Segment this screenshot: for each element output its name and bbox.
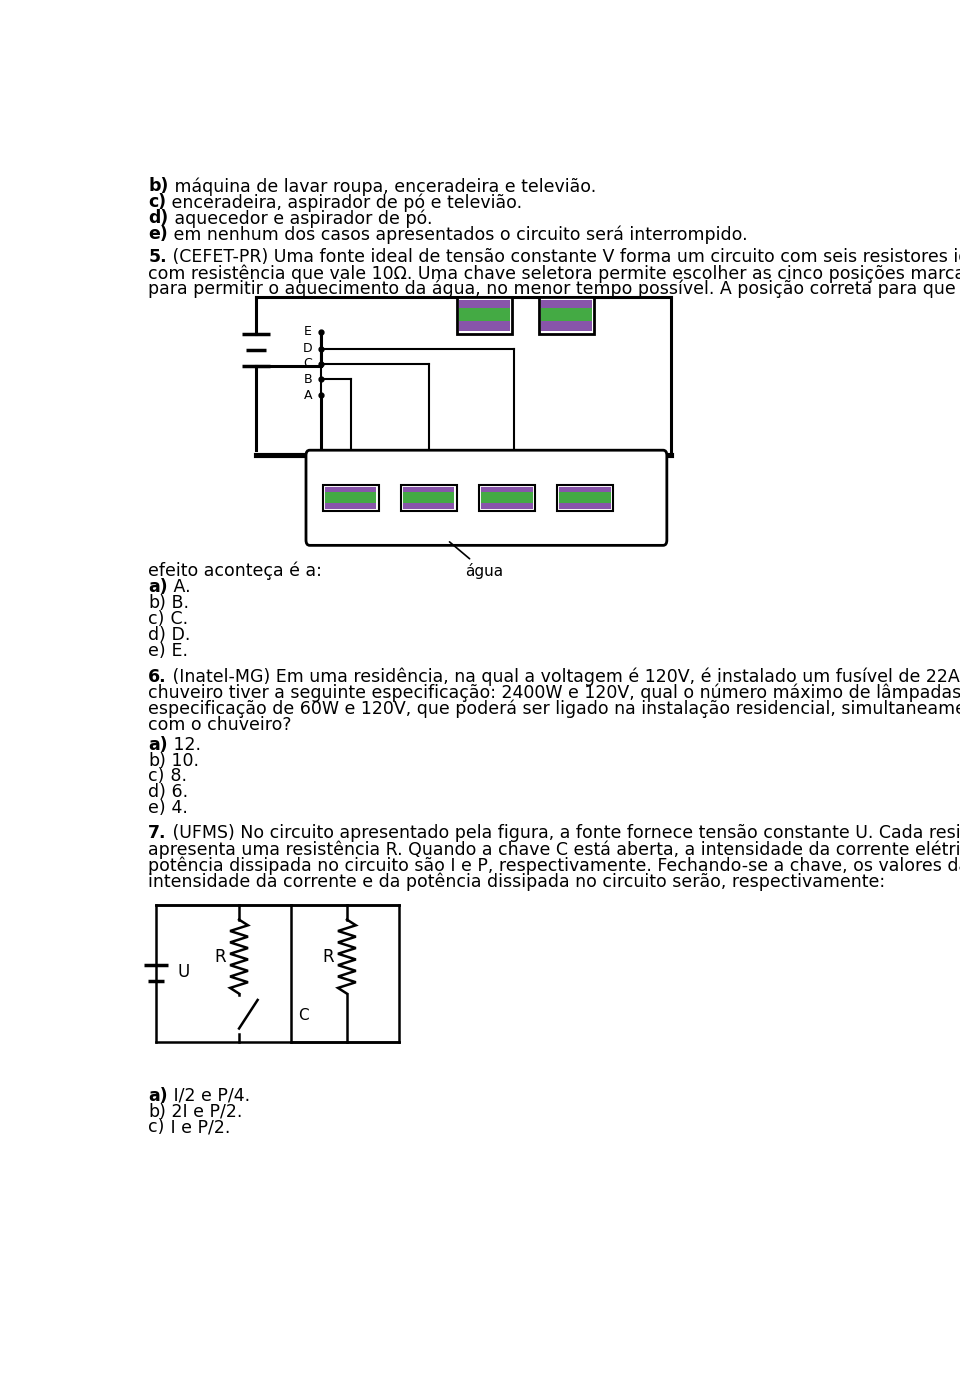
Text: D.: D. xyxy=(166,626,190,644)
Bar xyxy=(540,301,592,331)
Text: a): a) xyxy=(148,736,168,754)
Text: a): a) xyxy=(148,1086,168,1105)
Text: com resistência que vale 10Ω. Uma chave seletora permite escolher as cinco posiç: com resistência que vale 10Ω. Uma chave … xyxy=(148,264,960,283)
Text: B: B xyxy=(303,373,312,386)
Text: d): d) xyxy=(148,626,166,644)
Text: e): e) xyxy=(148,799,166,817)
Text: 7.: 7. xyxy=(148,824,167,843)
Text: R: R xyxy=(322,947,333,965)
Bar xyxy=(403,493,454,503)
Text: para permitir o aquecimento da água, no menor tempo possível. A posição correta : para permitir o aquecimento da água, no … xyxy=(148,280,960,298)
Text: potência dissipada no circuito são I e P, respectivamente. Fechando-se a chave, : potência dissipada no circuito são I e P… xyxy=(148,857,960,875)
Text: 4.: 4. xyxy=(166,799,188,817)
Text: 6.: 6. xyxy=(148,669,167,686)
Text: C: C xyxy=(299,1008,309,1023)
Text: e): e) xyxy=(148,641,166,659)
Text: c): c) xyxy=(148,194,166,211)
Bar xyxy=(459,301,510,331)
Text: a): a) xyxy=(148,578,168,596)
Bar xyxy=(323,485,378,511)
Bar xyxy=(539,297,594,334)
Text: U: U xyxy=(177,964,189,982)
Text: (Inatel-MG) Em uma residência, na qual a voltagem é 120V, é instalado um fusível: (Inatel-MG) Em uma residência, na qual a… xyxy=(167,669,960,686)
Text: C.: C. xyxy=(165,610,188,627)
Text: especificação de 60W e 120V, que poderá ser ligado na instalação residencial, si: especificação de 60W e 120V, que poderá … xyxy=(148,700,960,718)
Text: apresenta uma resistência R. Quando a chave C está aberta, a intensidade da corr: apresenta uma resistência R. Quando a ch… xyxy=(148,840,960,859)
Text: água: água xyxy=(449,542,504,579)
Text: b): b) xyxy=(148,177,169,195)
Text: E.: E. xyxy=(166,641,188,659)
FancyBboxPatch shape xyxy=(306,450,667,545)
Text: b): b) xyxy=(148,1103,166,1120)
Bar xyxy=(457,297,513,334)
Text: E: E xyxy=(304,325,312,338)
Text: D: D xyxy=(302,342,312,356)
Text: 8.: 8. xyxy=(165,768,186,785)
Bar xyxy=(401,485,457,511)
Text: b): b) xyxy=(148,751,166,769)
Text: efeito aconteça é a:: efeito aconteça é a: xyxy=(148,562,323,579)
Text: intensidade da corrente e da potência dissipada no circuito serão, respectivamen: intensidade da corrente e da potência di… xyxy=(148,872,885,891)
Text: 12.: 12. xyxy=(168,736,201,754)
Text: (UFMS) No circuito apresentado pela figura, a fonte fornece tensão constante U. : (UFMS) No circuito apresentado pela figu… xyxy=(167,824,960,843)
Bar xyxy=(557,485,612,511)
Bar xyxy=(459,308,510,321)
Text: b): b) xyxy=(148,595,166,612)
Text: c): c) xyxy=(148,1119,165,1137)
Text: e): e) xyxy=(148,225,168,243)
Text: I/2 e P/4.: I/2 e P/4. xyxy=(168,1086,250,1105)
Text: 10.: 10. xyxy=(166,751,199,769)
Bar xyxy=(540,308,592,321)
Bar xyxy=(481,486,533,509)
Text: aquecedor e aspirador de pó.: aquecedor e aspirador de pó. xyxy=(169,209,432,228)
Text: máquina de lavar roupa, enceradeira e televião.: máquina de lavar roupa, enceradeira e te… xyxy=(169,177,596,196)
Text: enceradeira, aspirador de pó e televião.: enceradeira, aspirador de pó e televião. xyxy=(166,194,522,211)
Text: I e P/2.: I e P/2. xyxy=(165,1119,230,1137)
Bar xyxy=(481,493,533,503)
Text: com o chuveiro?: com o chuveiro? xyxy=(148,715,292,733)
Bar xyxy=(325,486,376,509)
Bar xyxy=(560,486,611,509)
Bar xyxy=(560,493,611,503)
Text: (CEFET-PR) Uma fonte ideal de tensão constante V forma um circuito com seis resi: (CEFET-PR) Uma fonte ideal de tensão con… xyxy=(167,249,960,266)
Text: 2I e P/2.: 2I e P/2. xyxy=(166,1103,243,1120)
Bar xyxy=(325,493,376,503)
Text: d): d) xyxy=(148,783,166,802)
Text: d): d) xyxy=(148,209,169,227)
Text: c): c) xyxy=(148,768,165,785)
Text: R: R xyxy=(215,947,227,965)
Bar xyxy=(403,486,454,509)
Bar xyxy=(479,485,535,511)
Text: 6.: 6. xyxy=(166,783,188,802)
Text: chuveiro tiver a seguinte especificação: 2400W e 120V, qual o número máximo de l: chuveiro tiver a seguinte especificação:… xyxy=(148,684,960,703)
Text: c): c) xyxy=(148,610,165,627)
Text: A.: A. xyxy=(168,578,190,596)
Text: 5.: 5. xyxy=(148,249,167,266)
Text: em nenhum dos casos apresentados o circuito será interrompido.: em nenhum dos casos apresentados o circu… xyxy=(168,225,748,243)
Text: C: C xyxy=(303,357,312,369)
Text: B.: B. xyxy=(166,595,189,612)
Text: A: A xyxy=(303,389,312,402)
